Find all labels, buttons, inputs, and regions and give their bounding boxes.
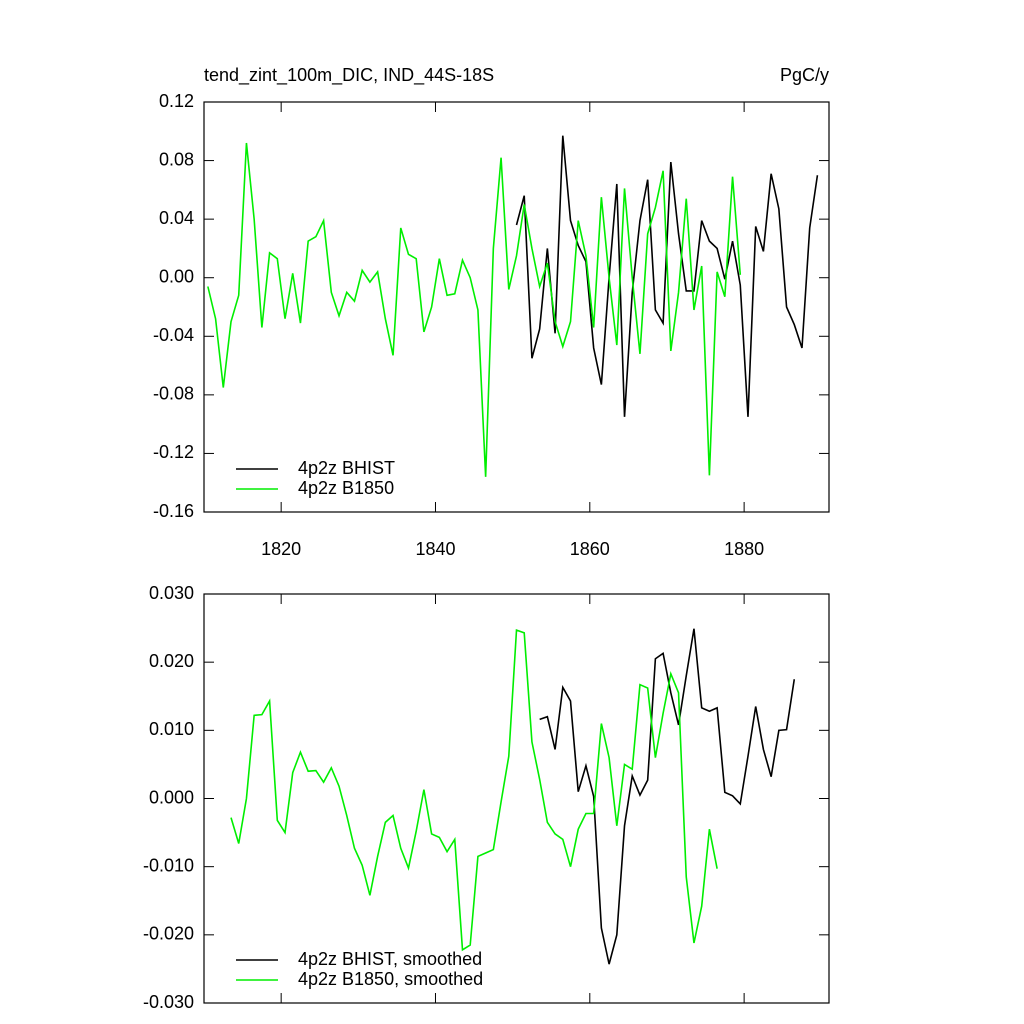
- legend-label: 4p2z B1850, smoothed: [298, 969, 483, 989]
- y-tick-label: -0.010: [143, 855, 194, 875]
- x-tick-label: 1840: [415, 539, 455, 559]
- legend-label: 4p2z BHIST, smoothed: [298, 949, 482, 969]
- y-tick-label: -0.020: [143, 924, 194, 944]
- y-tick-label: 0.08: [159, 149, 194, 169]
- y-tick-label: -0.08: [153, 384, 194, 404]
- y-tick-label: 0.010: [149, 719, 194, 739]
- x-tick-label: 1860: [570, 539, 610, 559]
- y-tick-label: -0.12: [153, 442, 194, 462]
- series-line: [539, 628, 796, 965]
- y-tick-label: -0.04: [153, 325, 194, 345]
- series-line: [230, 629, 718, 952]
- y-tick-label: -0.030: [143, 992, 194, 1012]
- plot-frame: [203, 101, 830, 513]
- units-label: PgC/y: [780, 65, 829, 85]
- x-tick-label: 1880: [724, 539, 764, 559]
- y-tick-label: 0.00: [159, 266, 194, 286]
- x-tick-label: 1820: [261, 539, 301, 559]
- y-tick-label: 0.12: [159, 91, 194, 111]
- y-tick-label: 0.030: [149, 583, 194, 603]
- y-tick-label: 0.04: [159, 208, 194, 228]
- y-tick-label: -0.16: [153, 501, 194, 521]
- y-tick-label: 0.020: [149, 651, 194, 671]
- chart-title: tend_zint_100m_DIC, IND_44S-18S: [204, 65, 494, 86]
- series-line: [207, 142, 742, 477]
- y-tick-label: 0.000: [149, 787, 194, 807]
- legend-label: 4p2z BHIST: [298, 458, 395, 478]
- legend-label: 4p2z B1850: [298, 478, 394, 498]
